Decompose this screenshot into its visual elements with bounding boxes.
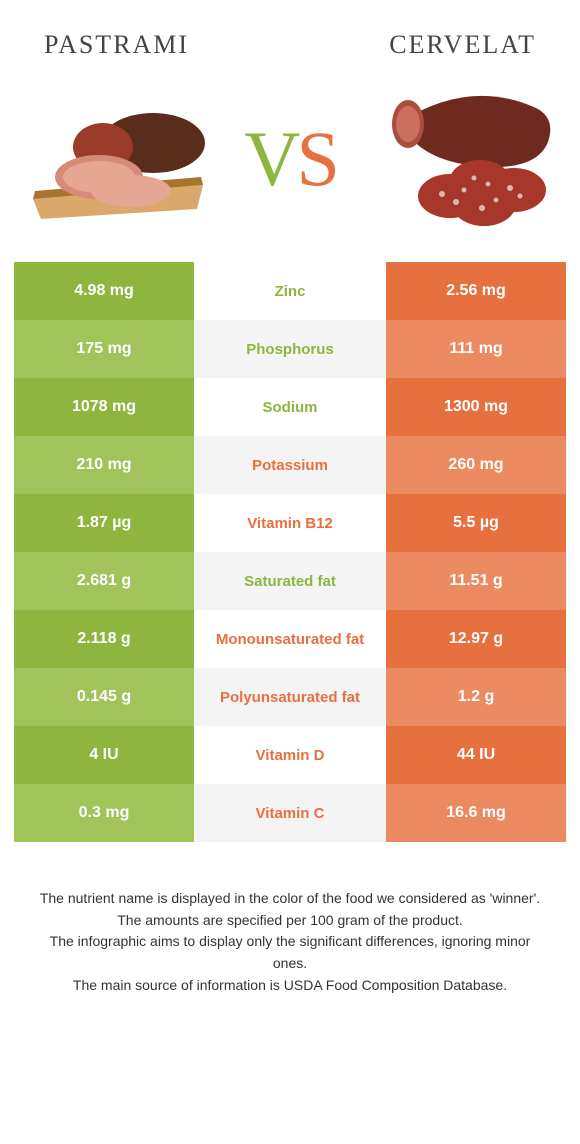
hero-row: VS [14,70,566,262]
value-right: 44 IU [386,726,566,784]
value-right: 1300 mg [386,378,566,436]
value-left: 0.3 mg [14,784,194,842]
table-row: 1.87 µgVitamin B125.5 µg [14,494,566,552]
nutrient-name: Sodium [194,378,386,436]
footer-line: The nutrient name is displayed in the co… [38,888,542,910]
table-row: 1078 mgSodium1300 mg [14,378,566,436]
value-left: 210 mg [14,436,194,494]
value-right: 1.2 g [386,668,566,726]
table-row: 4 IUVitamin D44 IU [14,726,566,784]
value-left: 1078 mg [14,378,194,436]
table-row: 2.118 gMonounsaturated fat12.97 g [14,610,566,668]
nutrient-name: Potassium [194,436,386,494]
nutrient-name: Phosphorus [194,320,386,378]
value-right: 260 mg [386,436,566,494]
titles-bar: Pastrami Cervelat [14,20,566,70]
value-left: 4.98 mg [14,262,194,320]
value-right: 5.5 µg [386,494,566,552]
comparison-table: 4.98 mgZinc2.56 mg175 mgPhosphorus111 mg… [14,262,566,842]
nutrient-name: Saturated fat [194,552,386,610]
footer-notes: The nutrient name is displayed in the co… [14,842,566,996]
table-row: 0.3 mgVitamin C16.6 mg [14,784,566,842]
table-row: 0.145 gPolyunsaturated fat1.2 g [14,668,566,726]
value-right: 11.51 g [386,552,566,610]
value-right: 12.97 g [386,610,566,668]
nutrient-name: Vitamin D [194,726,386,784]
footer-line: The infographic aims to display only the… [38,931,542,974]
nutrient-name: Polyunsaturated fat [194,668,386,726]
nutrient-name: Vitamin B12 [194,494,386,552]
value-right: 2.56 mg [386,262,566,320]
value-left: 2.681 g [14,552,194,610]
value-left: 4 IU [14,726,194,784]
nutrient-name: Zinc [194,262,386,320]
nutrient-name: Vitamin C [194,784,386,842]
title-left: Pastrami [44,30,189,60]
nutrient-name: Monounsaturated fat [194,610,386,668]
vs-v: V [244,115,296,202]
vs-s: S [296,115,335,202]
value-right: 111 mg [386,320,566,378]
footer-line: The main source of information is USDA F… [38,975,542,997]
footer-line: The amounts are specified per 100 gram o… [38,910,542,932]
vs-label: VS [244,114,336,204]
value-left: 1.87 µg [14,494,194,552]
table-row: 2.681 gSaturated fat11.51 g [14,552,566,610]
table-row: 4.98 mgZinc2.56 mg [14,262,566,320]
value-right: 16.6 mg [386,784,566,842]
value-left: 175 mg [14,320,194,378]
title-right: Cervelat [389,30,536,60]
value-left: 0.145 g [14,668,194,726]
cervelat-image [360,84,560,234]
value-left: 2.118 g [14,610,194,668]
table-row: 175 mgPhosphorus111 mg [14,320,566,378]
table-row: 210 mgPotassium260 mg [14,436,566,494]
pastrami-image [20,84,220,234]
